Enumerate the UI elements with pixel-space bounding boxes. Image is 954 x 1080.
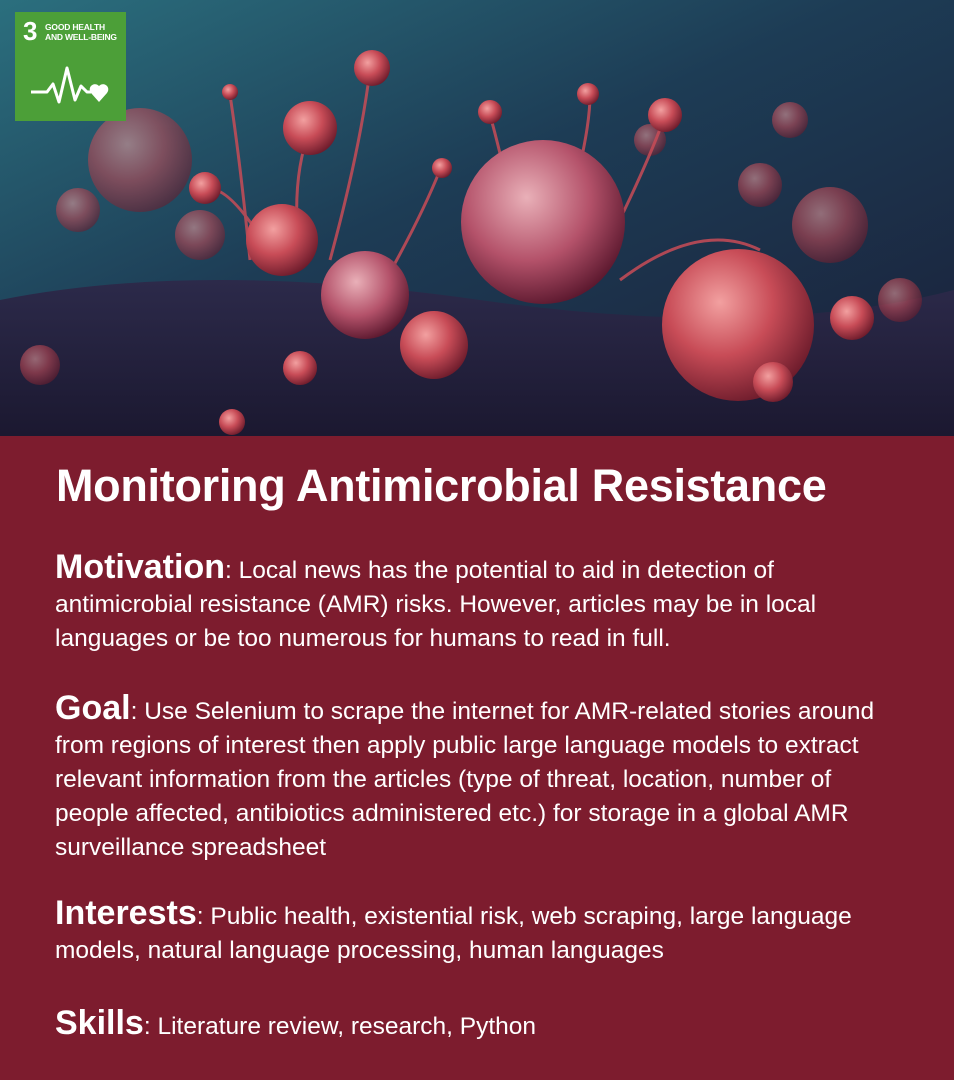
sdg-title: GOOD HEALTH AND WELL-BEING <box>45 22 117 42</box>
page-title: Monitoring Antimicrobial Resistance <box>56 460 827 511</box>
sdg-3-badge: 3 GOOD HEALTH AND WELL-BEING <box>15 12 126 121</box>
interests-section: Interests: Public health, existential ri… <box>55 894 852 964</box>
heartbeat-heart-icon <box>31 66 109 104</box>
sdg-number: 3 <box>23 16 38 46</box>
hero-image-bacteria: 3 GOOD HEALTH AND WELL-BEING <box>0 0 954 436</box>
content-panel: Monitoring Antimicrobial Resistance Moti… <box>0 436 954 1080</box>
goal-section: Goal: Use Selenium to scrape the interne… <box>55 689 875 861</box>
goal-text: Use Selenium to scrape the internet for … <box>55 698 875 861</box>
motivation-heading: Motivation <box>55 548 225 586</box>
goal-heading: Goal <box>55 689 131 727</box>
skills-text: Literature review, research, Python <box>150 1013 537 1040</box>
motivation-section: Motivation: Local news has the potential… <box>55 548 817 652</box>
interests-text: Public health, existential risk, web scr… <box>55 903 852 964</box>
motivation-text: Local news has the potential to aid in d… <box>55 557 817 652</box>
skills-section: Skills: Literature review, research, Pyt… <box>55 1004 537 1042</box>
interests-heading: Interests <box>55 894 197 932</box>
skills-heading: Skills <box>55 1004 144 1042</box>
